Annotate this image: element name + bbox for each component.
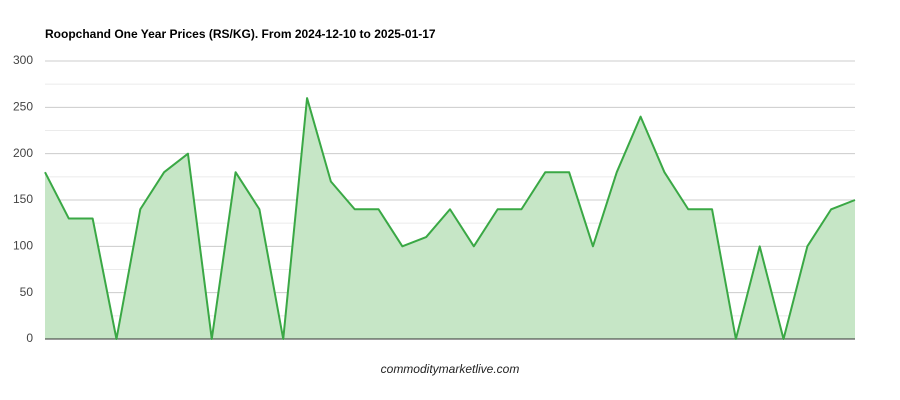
y-tick-label: 250 [13,100,33,114]
chart-title: Roopchand One Year Prices (RS/KG). From … [45,27,436,41]
y-tick-label: 150 [13,192,33,206]
footer: commoditymarketlive.com [381,362,520,376]
line [44,97,856,340]
y-tick-label: 50 [20,285,34,299]
y-tick-label: 200 [13,146,33,160]
y-tick-label: 100 [13,239,33,253]
y-tick-label: 0 [26,331,33,345]
y-tick-label: 300 [13,53,33,67]
area-fill [45,98,855,339]
